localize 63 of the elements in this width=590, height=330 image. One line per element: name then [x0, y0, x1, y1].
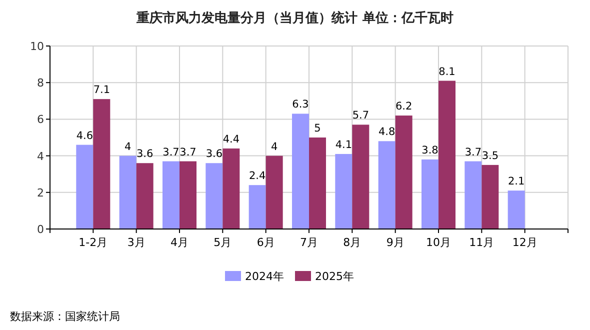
data-label: 6.3: [292, 98, 309, 111]
data-label: 4.8: [378, 126, 396, 138]
data-label: 3.7: [464, 146, 482, 158]
bar: [266, 156, 283, 229]
bar: [206, 163, 223, 229]
x-tick-label: 5月: [214, 236, 232, 249]
y-tick-label: 8: [37, 76, 44, 90]
data-label: 3.5: [482, 150, 499, 162]
bar: [482, 164, 499, 229]
bar: [395, 116, 412, 229]
bar: [248, 185, 266, 229]
x-tick-label: 7月: [300, 236, 318, 249]
x-tick-label: 6月: [256, 236, 275, 249]
bar: [162, 161, 180, 229]
x-tick-label: 11月: [469, 236, 494, 249]
y-tick-label: 10: [30, 40, 44, 53]
data-label: 6.2: [395, 100, 412, 113]
data-label: 3.6: [206, 148, 223, 160]
bar: [438, 80, 456, 229]
data-label: 4.1: [335, 138, 352, 151]
y-tick-label: 4: [37, 150, 44, 163]
data-label: 3.8: [422, 144, 438, 156]
bar: [378, 141, 396, 229]
bar: [180, 161, 196, 229]
data-label: 4.4: [222, 133, 240, 146]
bar: [422, 159, 438, 229]
data-label: 3.7: [162, 146, 180, 158]
x-tick-label: 1-2月: [78, 236, 108, 249]
data-label: 8.1: [438, 66, 456, 78]
chart-title: 重庆市风力发电量分月（当月值）统计 单位：亿千瓦时: [136, 10, 454, 26]
x-tick-label: 10月: [426, 236, 451, 249]
data-label: 3.6: [136, 148, 154, 160]
source-note: 数据来源：国家统计局: [10, 310, 120, 323]
data-label: 7.1: [93, 84, 110, 96]
data-label: 3.7: [180, 146, 196, 158]
bar: [508, 190, 525, 229]
bar: [335, 154, 352, 229]
bar: [464, 161, 482, 229]
bar: [352, 124, 370, 229]
data-label: 2.1: [508, 176, 525, 188]
y-tick-label: 0: [37, 223, 44, 236]
x-tick-label: 8月: [343, 236, 362, 249]
y-tick-label: 6: [37, 113, 44, 126]
bar: [309, 138, 326, 229]
data-label: 2.4: [248, 170, 266, 182]
bar: [136, 163, 154, 229]
x-tick-label: 4月: [170, 236, 188, 249]
data-label: 4: [124, 140, 132, 153]
data-label: 4.6: [76, 130, 94, 142]
legend-label: 2025年: [315, 270, 354, 283]
bar: [292, 114, 309, 229]
y-tick-label: 2: [37, 186, 44, 200]
x-tick-label: 9月: [386, 236, 404, 249]
x-tick-label: 3月: [127, 236, 146, 249]
legend-label: 2024年: [245, 270, 284, 283]
bar: [93, 99, 110, 229]
x-tick-label: 12月: [512, 236, 538, 249]
bar: [222, 148, 240, 229]
data-label: 5: [314, 122, 321, 134]
bar: [76, 144, 94, 229]
data-label: 5.7: [352, 110, 370, 122]
data-label: 4: [270, 140, 278, 153]
bar: [119, 156, 136, 229]
